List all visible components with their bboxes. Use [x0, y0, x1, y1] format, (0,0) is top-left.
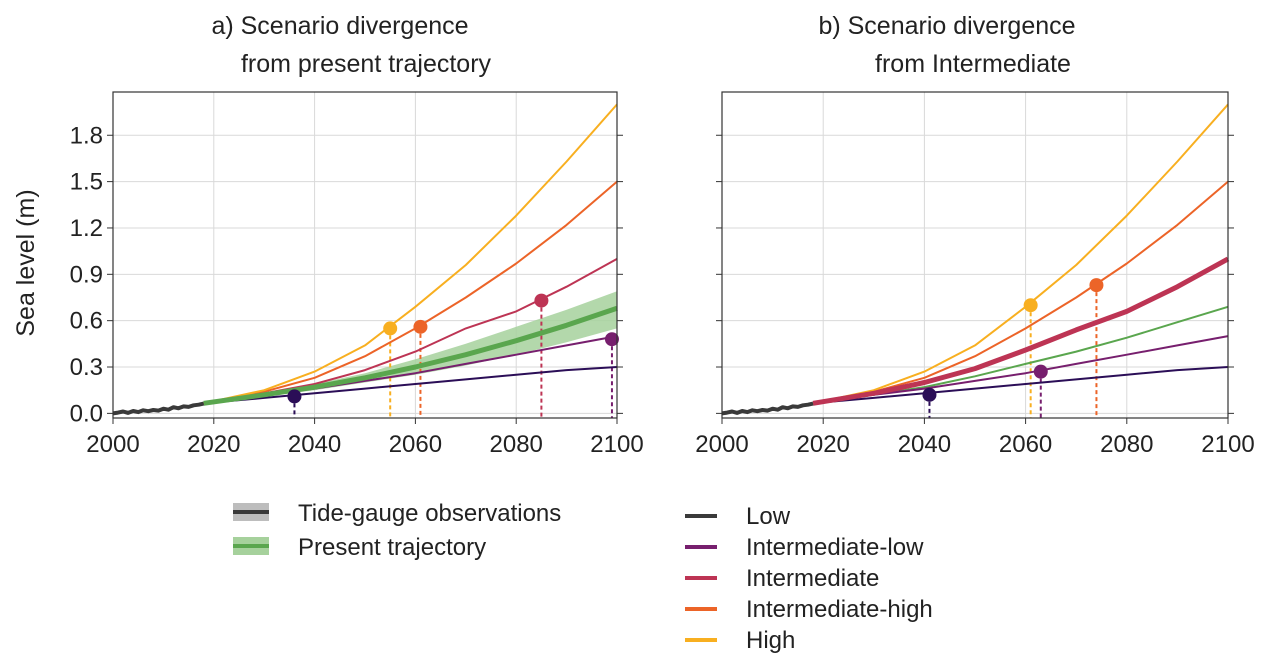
- legend-inthigh-label: Intermediate-high: [746, 596, 933, 623]
- legend: Tide-gauge observations Present trajecto…: [233, 500, 933, 654]
- panel-b-series-inthigh: [812, 180, 1229, 405]
- legend-low-label: Low: [746, 503, 791, 530]
- panel-a-marker-int: [534, 293, 549, 308]
- panel-a-xtick-label-2020: 2020: [187, 431, 240, 458]
- panel-a-ytick-label-1.8: 1.8: [70, 122, 103, 149]
- panel-b-marker-inthigh: [1089, 278, 1104, 293]
- panel-a-present-line: [203, 305, 618, 406]
- panel-b-observations-line: [721, 401, 814, 416]
- panel-b-series-high: [812, 103, 1229, 405]
- legend-observations-label: Tide-gauge observations: [298, 500, 561, 527]
- panel-a-xtick-label-2060: 2060: [389, 431, 442, 458]
- panel-b-series-intlow: [812, 335, 1229, 405]
- panel-b-marker-intlow: [1033, 364, 1048, 379]
- legend-high-label: High: [746, 627, 795, 654]
- panel-a-present-band: [203, 291, 617, 404]
- panel-b-xtick-label-2020: 2020: [797, 431, 850, 458]
- panel-a-series-high: [203, 103, 618, 405]
- legend-intlow-label: Intermediate-low: [746, 534, 924, 561]
- panel-a-xtick-label-2000: 2000: [86, 431, 139, 458]
- panel-b-marker-high: [1023, 298, 1038, 313]
- panel-b-series-int: [812, 256, 1230, 406]
- panel-a-xtick-label-2100: 2100: [590, 431, 643, 458]
- panel-b-title-line2: from Intermediate: [875, 50, 1071, 78]
- panel-a-marker-high: [383, 321, 398, 336]
- panel-a-frame: [112, 91, 618, 419]
- panel-a-ytick-label-1.5: 1.5: [70, 169, 103, 196]
- panel-a-title-line2: from present trajectory: [241, 50, 492, 78]
- panel-a-observations-line: [112, 401, 205, 416]
- panel-b-xtick-label-2000: 2000: [695, 431, 748, 458]
- panel-a-ytick-label-0.0: 0.0: [70, 400, 103, 427]
- panel-a-marker-inthigh: [413, 319, 428, 334]
- panel-b-marker-low: [922, 387, 937, 402]
- panel-b-xtick-label-2060: 2060: [999, 431, 1052, 458]
- panel-a-xtick-label-2080: 2080: [490, 431, 543, 458]
- panel-b-xtick-label-2040: 2040: [898, 431, 951, 458]
- panel-b-frame: [721, 91, 1229, 419]
- y-axis-label: Sea level (m): [12, 189, 40, 336]
- panel-a-title-line1: a) Scenario divergence: [211, 12, 468, 40]
- legend-present-label: Present trajectory: [298, 534, 486, 561]
- panel-a-ytick-label-0.9: 0.9: [70, 261, 103, 288]
- legend-int-label: Intermediate: [746, 565, 879, 592]
- panel-b-series-low: [813, 366, 1229, 405]
- panel-b-title-line1: b) Scenario divergence: [818, 12, 1075, 40]
- panel-b-xtick-label-2080: 2080: [1100, 431, 1153, 458]
- panel-b-plot: 2000 2020 2040 2060 2080 2100: [695, 91, 1255, 458]
- panel-a-xtick-label-2040: 2040: [288, 431, 341, 458]
- panel-a-ytick-label-1.2: 1.2: [70, 215, 103, 242]
- panel-a-series-low: [203, 366, 618, 405]
- panel-a-marker-low: [287, 389, 302, 404]
- panel-a-ytick-label-0.3: 0.3: [70, 354, 103, 381]
- panel-a-marker-intlow: [604, 332, 619, 347]
- panel-a-ytick-label-0.6: 0.6: [70, 308, 103, 335]
- panel-b-xtick-label-2100: 2100: [1201, 431, 1254, 458]
- panel-a-plot: 2000 2020 2040 2060 2080 2100 0.0 0.3 0.6 0.9 1.2 1…: [70, 91, 644, 458]
